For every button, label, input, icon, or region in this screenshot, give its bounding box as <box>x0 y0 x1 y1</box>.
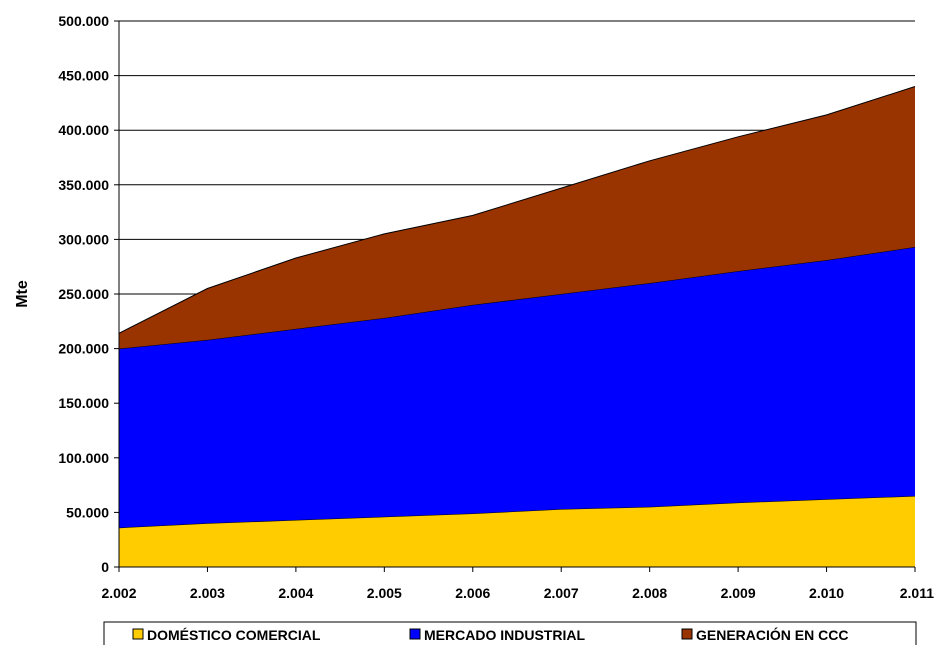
y-tick-label: 200.000 <box>58 341 109 357</box>
x-tick-label: 2.007 <box>544 585 579 601</box>
legend-box <box>103 621 917 647</box>
legend-swatch <box>132 628 144 640</box>
x-tick-label: 2.005 <box>367 585 402 601</box>
legend-label: GENERACIÓN EN CCC <box>696 626 848 643</box>
x-tick-label: 2.004 <box>278 585 313 601</box>
y-tick-label: 300.000 <box>58 231 109 247</box>
area-series-2 <box>119 247 915 528</box>
area-series-3 <box>119 86 915 349</box>
y-tick-label: 500.000 <box>58 13 109 29</box>
area-series-3-outline <box>118 86 916 334</box>
area-series-1 <box>119 496 915 567</box>
legend-swatch <box>681 628 693 640</box>
y-tick-label: 0 <box>101 559 109 575</box>
axes <box>114 20 916 572</box>
y-tick-label: 350.000 <box>58 177 109 193</box>
x-tick-label: 2.010 <box>809 585 844 601</box>
x-tick-label: 2.006 <box>455 585 490 601</box>
x-tick-label: 2.009 <box>721 585 756 601</box>
x-tick-label: 2.011 <box>900 585 934 601</box>
x-tick-label: 2.008 <box>632 585 667 601</box>
x-tick-label: 2.002 <box>101 585 136 601</box>
area-series-layer <box>118 86 916 567</box>
legend-swatch <box>409 628 421 640</box>
x-tick-label: 2.003 <box>190 585 225 601</box>
y-axis-title: Mte <box>14 280 31 308</box>
y-tick-label: 400.000 <box>58 122 109 138</box>
y-tick-label: 50.000 <box>66 504 109 520</box>
legend-label: MERCADO INDUSTRIAL <box>424 627 585 643</box>
y-tick-label: 150.000 <box>58 395 109 411</box>
y-tick-label: 450.000 <box>58 68 109 84</box>
y-tick-label: 100.000 <box>58 450 109 466</box>
legend-label: DOMÉSTICO COMERCIAL <box>147 627 321 643</box>
legend: DOMÉSTICO COMERCIAL MERCADO INDUSTRIAL GEN… <box>103 621 917 647</box>
tick-labels: 0 50.000 100.000 150.000 200.000 250.000 300.0… <box>58 13 934 601</box>
y-tick-label: 250.000 <box>58 286 109 302</box>
